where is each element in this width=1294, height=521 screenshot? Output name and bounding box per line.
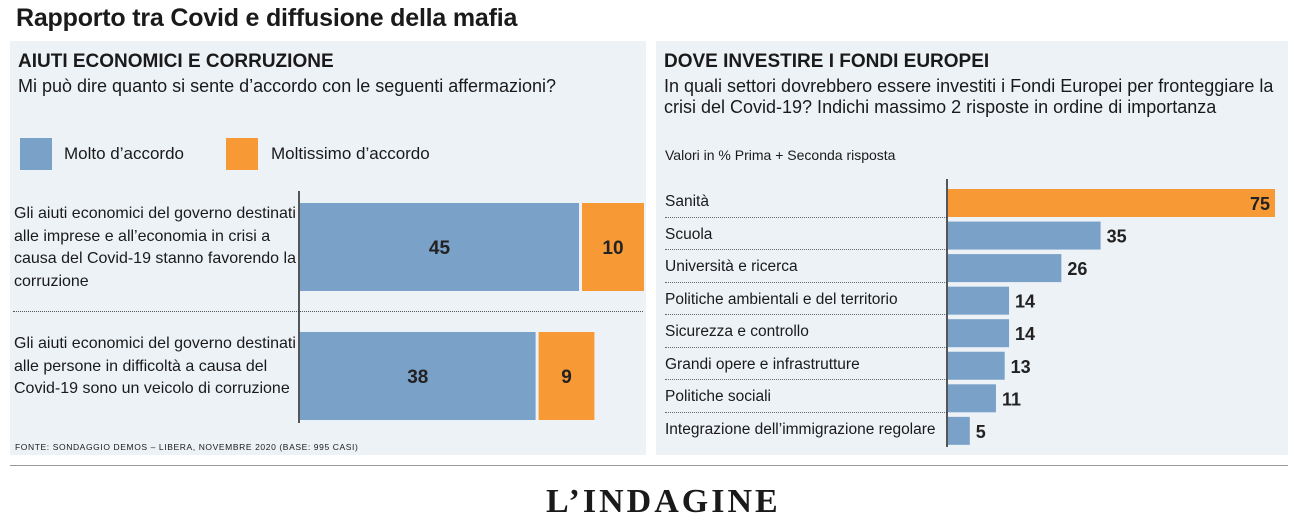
bar-moltissimo — [582, 203, 644, 291]
data-label: 14 — [1015, 324, 1035, 344]
data-label: 45 — [429, 238, 451, 259]
row-divider — [13, 311, 643, 312]
bar — [948, 351, 1005, 380]
data-label: 26 — [1067, 259, 1087, 279]
right-panel: DOVE INVESTIRE I FONDI EUROPEI In quali … — [656, 41, 1288, 455]
bar — [948, 254, 1062, 283]
source-note: FONTE: SONDAGGIO DEMOS – LIBERA, NOVEMBR… — [15, 442, 359, 452]
row-separator — [665, 314, 947, 315]
left-panel-subtitle: Mi può dire quanto si sente d’accordo co… — [18, 76, 556, 96]
row-separator — [665, 217, 947, 218]
right-category-label: Politiche sociali — [665, 388, 771, 405]
legend-label-moltissimo: Moltissimo d’accordo — [271, 144, 430, 163]
bar — [948, 319, 1010, 348]
right-category-label: Politiche ambientali e del territorio — [665, 291, 898, 308]
bottom-rule — [10, 465, 1288, 466]
bar-molto — [300, 203, 579, 291]
left-panel-title: AIUTI ECONOMICI E CORRUZIONE — [18, 51, 334, 72]
page-title: Rapporto tra Covid e diffusione della ma… — [16, 4, 518, 32]
right-category-label: Sicurezza e controllo — [665, 323, 809, 340]
row-separator — [665, 282, 947, 283]
right-category-label: Grandi opere e infrastrutture — [665, 356, 860, 373]
bar — [948, 189, 1275, 217]
cut-off-heading: L’INDAGINE — [546, 483, 781, 520]
right-category-label: Università e ricerca — [665, 258, 798, 275]
row-separator — [665, 379, 947, 380]
bar — [948, 416, 970, 445]
data-label: 9 — [561, 367, 572, 388]
row-separator — [665, 347, 947, 348]
row-separator — [665, 412, 947, 413]
data-label: 11 — [1002, 389, 1021, 409]
data-label: 35 — [1107, 227, 1127, 247]
legend-swatch-moltissimo — [226, 138, 258, 170]
bar-molto — [300, 332, 536, 420]
right-panel-note: Valori in % Prima + Seconda risposta — [665, 147, 896, 163]
data-label: 75 — [1250, 194, 1270, 214]
right-category-label: Sanità — [665, 193, 709, 210]
left-category-label-1: Gli aiuti economici del governo destinat… — [14, 205, 296, 290]
row-separator — [665, 249, 947, 250]
right-bar-chart: 75 35 26 14 14 13 11 5 — [946, 179, 1275, 447]
bar — [948, 384, 996, 413]
legend-swatch-molto — [20, 138, 52, 170]
bar — [948, 221, 1101, 250]
legend-label-molto: Molto d’accordo — [64, 144, 185, 163]
data-label: 14 — [1015, 292, 1035, 312]
right-panel-subtitle: In quali settori dovrebbero essere inves… — [664, 76, 1274, 117]
left-panel: AIUTI ECONOMICI E CORRUZIONE Mi può dire… — [10, 41, 646, 455]
right-category-label: Integrazione dell’immigrazione regolare — [665, 421, 936, 438]
bar — [948, 286, 1010, 315]
left-stacked-bar-chart: 45 10 38 9 — [298, 191, 644, 423]
data-label: 5 — [976, 422, 986, 442]
data-label: 10 — [602, 238, 623, 259]
right-category-label: Scuola — [665, 226, 713, 243]
bar-moltissimo — [538, 332, 595, 420]
left-category-label-2: Gli aiuti economici del governo destinat… — [14, 335, 296, 397]
right-panel-title: DOVE INVESTIRE I FONDI EUROPEI — [664, 51, 990, 72]
data-label: 13 — [1011, 357, 1031, 377]
data-label: 38 — [407, 367, 428, 388]
